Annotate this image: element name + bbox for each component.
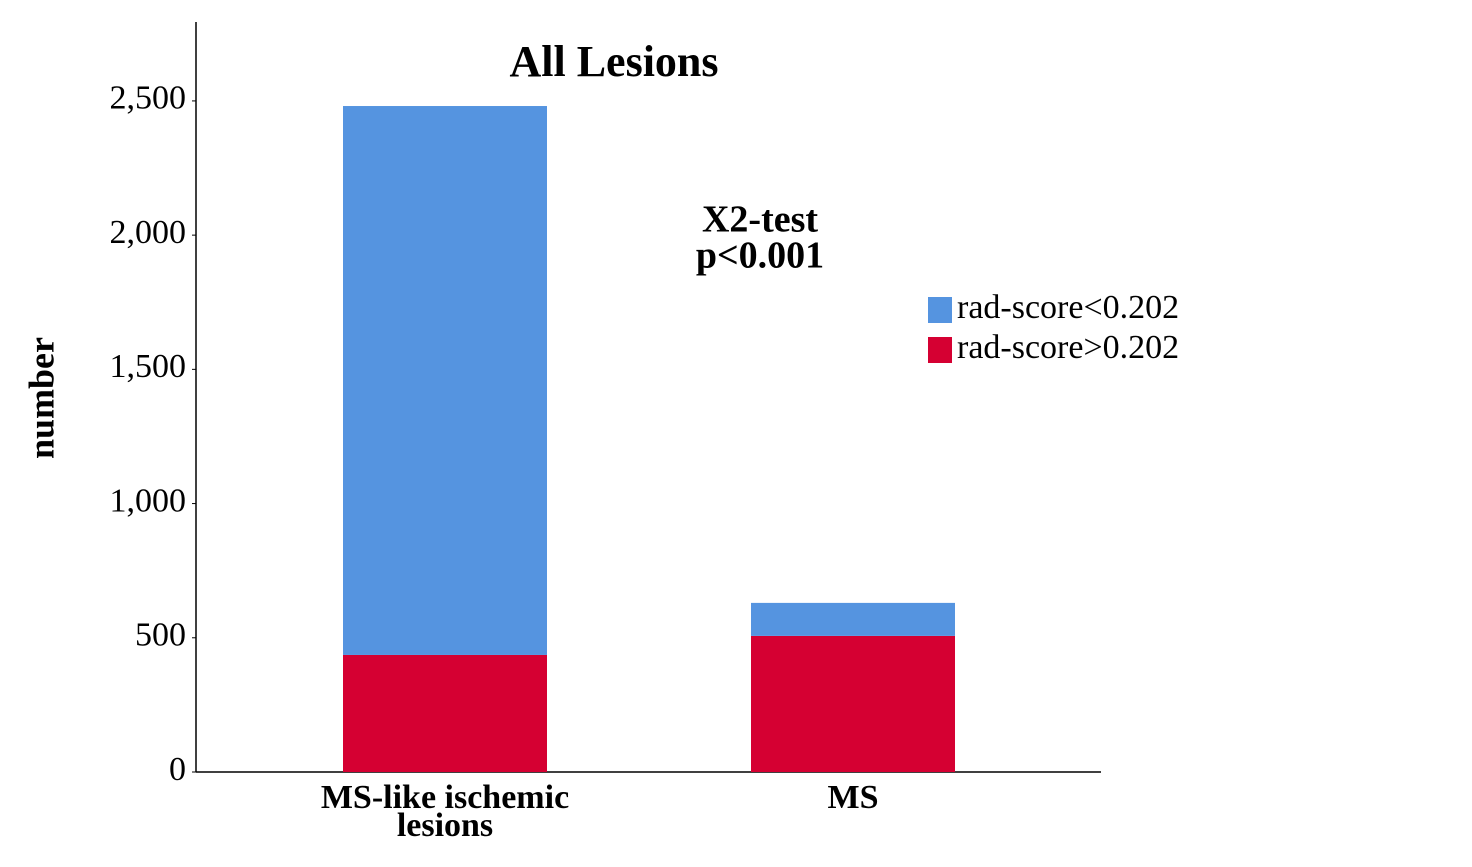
y-tick-label: 0 — [169, 751, 186, 788]
y-tick-label: 500 — [135, 617, 186, 654]
legend-swatch — [928, 297, 952, 323]
y-axis-label: number — [21, 337, 61, 459]
legend-label: rad-score>0.202 — [957, 329, 1179, 366]
x-tick-label: MS — [827, 779, 879, 816]
x-tick-label: MS-like ischemic lesions — [320, 779, 570, 844]
bar-segment — [343, 106, 547, 655]
y-tick-label: 1,000 — [110, 482, 187, 519]
legend-swatch — [928, 337, 952, 363]
y-tick-label: 1,500 — [110, 348, 187, 385]
chart-title: All Lesions — [509, 37, 718, 86]
y-tick-label: 2,000 — [110, 214, 187, 251]
bar-segment — [343, 654, 547, 772]
y-tick-label: 2,500 — [110, 80, 187, 117]
bar-segment — [751, 602, 955, 636]
bar-segment — [751, 635, 955, 772]
annotation: X2-test — [702, 199, 818, 241]
annotation: p<0.001 — [696, 235, 824, 277]
legend-label: rad-score<0.202 — [957, 289, 1179, 326]
